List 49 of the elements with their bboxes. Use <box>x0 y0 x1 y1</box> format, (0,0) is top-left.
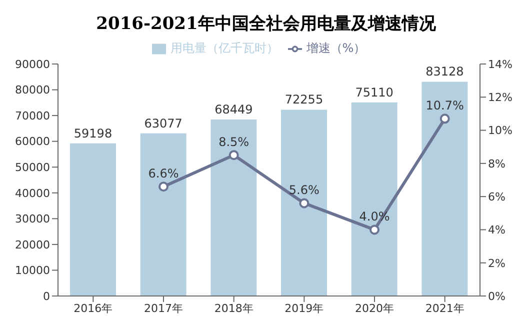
x-tick-label: 2017年 <box>144 302 183 315</box>
data-label: 72255 <box>284 92 324 107</box>
chart-title: 2016-2021年中国全社会用电量及增速情况 <box>95 13 437 36</box>
legend-label: 增速（%） <box>306 41 366 55</box>
point <box>370 224 380 235</box>
data-label: 63077 <box>144 116 182 130</box>
y-tick-label: 60000 <box>15 135 50 148</box>
y-tick-label: 40000 <box>15 186 50 200</box>
y-tick-label: 20000 <box>15 238 50 252</box>
y2-tick-label: 6% <box>488 190 506 204</box>
data-label: 10.7% <box>426 98 464 113</box>
data-label: 68449 <box>214 102 253 117</box>
x-tick-label: 2021年 <box>425 302 464 315</box>
y2-tick-label: 12% <box>488 91 512 104</box>
y-tick-label: 50000 <box>15 161 50 174</box>
data-label: 8.5% <box>218 135 250 150</box>
x-tick-label: 2016年 <box>74 302 113 315</box>
y2-tick-label: 10% <box>488 124 512 138</box>
x-tick-label: 2020年 <box>355 302 394 315</box>
y2-tick-label: 14% <box>488 58 512 71</box>
point <box>158 182 168 192</box>
bar <box>210 120 257 296</box>
x-tick-label: 2018年 <box>214 302 254 315</box>
point <box>228 150 239 160</box>
data-label: 4.0% <box>359 210 390 224</box>
x-tick-label: 2019年 <box>284 302 324 315</box>
bar <box>281 110 327 296</box>
legend-label: 用电量（亿千瓦时） <box>170 41 278 55</box>
data-label: 83128 <box>426 64 464 79</box>
y2-tick-label: 0% <box>488 290 506 303</box>
bar <box>140 133 186 296</box>
data-label: 5.6% <box>288 183 320 198</box>
bar <box>70 143 116 296</box>
y-tick-label: 30000 <box>15 212 50 226</box>
bar <box>351 102 398 296</box>
point <box>440 114 450 124</box>
data-label: 59198 <box>74 126 112 140</box>
y2-tick-label: 2% <box>488 256 506 270</box>
y2-tick-label: 4% <box>488 224 506 237</box>
data-label: 75110 <box>355 85 394 100</box>
point <box>299 198 310 208</box>
bar <box>422 82 468 296</box>
y2-tick-label: 8% <box>488 157 506 170</box>
data-label: 6.6% <box>148 166 179 181</box>
y-tick-label: 90000 <box>15 58 50 71</box>
y-tick-label: 80000 <box>15 84 50 97</box>
y-tick-label: 70000 <box>15 109 50 122</box>
y-tick-label: 0 <box>43 290 50 303</box>
y-tick-label: 10000 <box>15 264 50 278</box>
